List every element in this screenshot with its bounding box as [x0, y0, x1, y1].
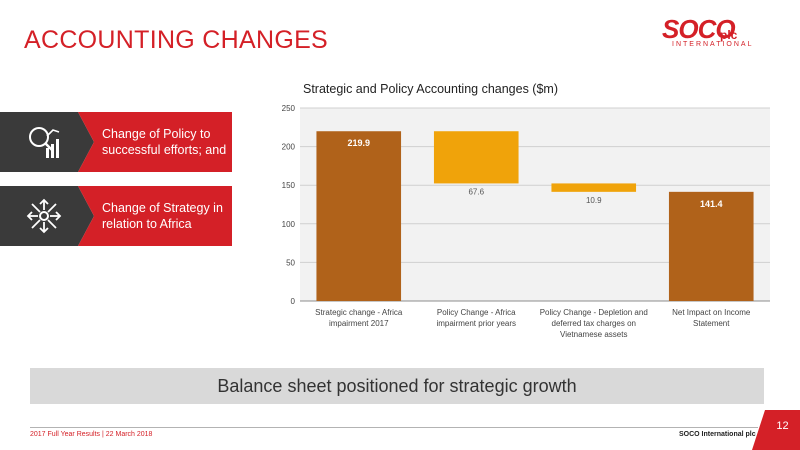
- company-logo: SOCO plc INTERNATIONAL: [662, 14, 780, 54]
- y-tick-label: 150: [282, 181, 296, 190]
- policy-change-text: Change of Policy to successful efforts; …: [102, 127, 227, 157]
- data-label: 141.4: [700, 199, 723, 209]
- footer-company: SOCO International plc: [679, 431, 756, 438]
- waterfall-chart: 0 50 100 150 200 250 219.9 Strategic change - A…: [282, 104, 770, 339]
- x-tick-label: Policy Change - Africa impairment prior y…: [436, 308, 516, 328]
- page-number: 12: [776, 420, 789, 432]
- bar: [551, 183, 637, 192]
- footer-event-date: 2017 Full Year Results | 22 March 2018: [30, 431, 153, 438]
- page-title: ACCOUNTING CHANGES: [24, 26, 329, 54]
- y-tick-label: 200: [282, 143, 296, 152]
- data-label: 67.6: [468, 187, 484, 196]
- x-tick-label: Policy Change - Depletion and deferred ta…: [540, 308, 648, 339]
- y-tick-label: 50: [286, 258, 295, 267]
- magnifier-chart-icon: [29, 127, 60, 158]
- page-number-tab-edge: [752, 410, 765, 450]
- page-number-tab: [765, 410, 800, 450]
- bar: [316, 131, 402, 301]
- logo-suffix: plc: [720, 28, 738, 42]
- data-label: 219.9: [347, 138, 370, 148]
- y-tick-label: 100: [282, 220, 296, 229]
- card-background: [0, 186, 232, 246]
- policy-change-card: Change of Policy to successful efforts; …: [0, 112, 232, 172]
- logo-tagline: INTERNATIONAL: [672, 41, 754, 48]
- strategy-change-card: Change of Strategy in relation to Africa: [0, 186, 232, 246]
- data-label: 10.9: [586, 196, 602, 205]
- expand-arrows-icon: [26, 198, 62, 234]
- summary-banner: Balance sheet positioned for strategic g…: [30, 368, 764, 404]
- strategy-change-text: Change of Strategy in relation to Africa: [102, 201, 223, 231]
- footer-divider: [30, 427, 758, 428]
- logo-word: SOCO: [662, 14, 736, 44]
- x-tick-label: Strategic change - Africa impairment 2017: [315, 308, 403, 328]
- banner-text: Balance sheet positioned for strategic g…: [217, 376, 577, 396]
- bar: [433, 131, 519, 184]
- y-tick-label: 250: [282, 104, 296, 113]
- bar: [668, 191, 754, 301]
- y-tick-label: 0: [291, 297, 296, 306]
- chart-title: Strategic and Policy Accounting changes …: [303, 82, 558, 96]
- x-tick-label: Net Impact on Income Statement: [672, 308, 751, 328]
